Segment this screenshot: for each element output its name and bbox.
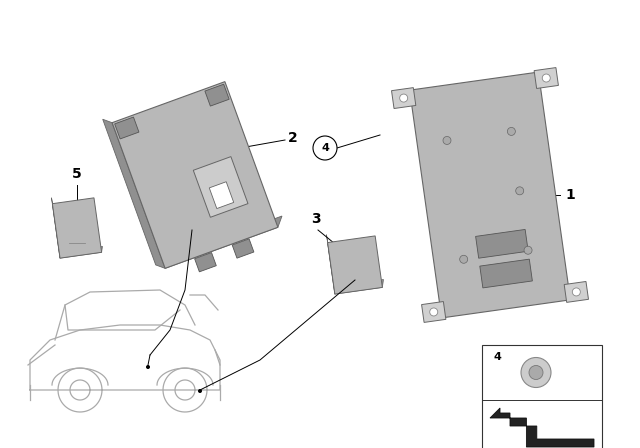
Polygon shape [60, 246, 102, 258]
Circle shape [460, 255, 468, 263]
Polygon shape [52, 198, 102, 258]
Circle shape [313, 136, 337, 160]
Circle shape [572, 288, 580, 296]
Polygon shape [209, 182, 234, 209]
Polygon shape [534, 68, 559, 88]
Bar [482, 345, 602, 448]
Circle shape [443, 137, 451, 144]
Circle shape [542, 74, 550, 82]
Polygon shape [193, 157, 248, 217]
Circle shape [524, 246, 532, 254]
Polygon shape [165, 216, 282, 268]
Polygon shape [232, 239, 254, 258]
Polygon shape [102, 119, 165, 268]
Text: 2: 2 [288, 131, 298, 145]
Circle shape [399, 94, 408, 102]
Polygon shape [410, 72, 570, 318]
Circle shape [198, 389, 202, 393]
Circle shape [508, 127, 515, 135]
Polygon shape [328, 236, 382, 294]
Polygon shape [115, 117, 139, 139]
Text: 1: 1 [565, 188, 575, 202]
Circle shape [146, 365, 150, 369]
Polygon shape [326, 235, 335, 294]
Circle shape [516, 187, 524, 195]
Polygon shape [392, 88, 416, 108]
Polygon shape [52, 198, 60, 258]
Circle shape [529, 366, 543, 379]
Polygon shape [112, 82, 278, 268]
Text: 4: 4 [493, 352, 501, 362]
Polygon shape [422, 302, 446, 323]
Circle shape [429, 308, 438, 316]
Polygon shape [476, 229, 528, 258]
Text: 5: 5 [72, 167, 82, 181]
Polygon shape [335, 280, 383, 294]
Polygon shape [195, 253, 216, 272]
Polygon shape [480, 259, 532, 288]
Circle shape [521, 358, 551, 388]
Polygon shape [205, 84, 229, 106]
Polygon shape [490, 408, 594, 447]
Text: 3: 3 [311, 212, 321, 226]
Polygon shape [564, 281, 588, 302]
Text: 4: 4 [321, 143, 329, 153]
